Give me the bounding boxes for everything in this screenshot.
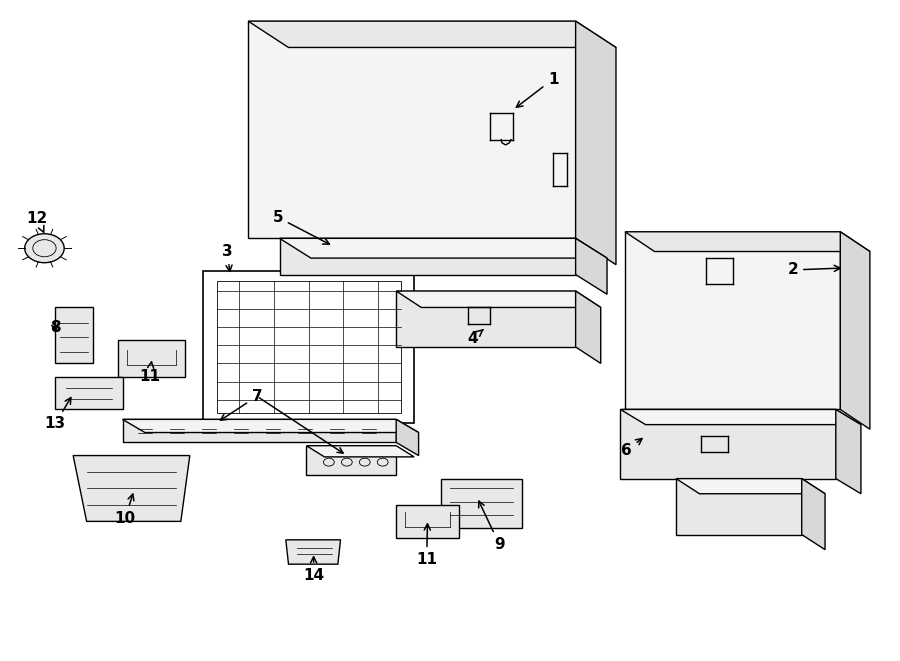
Polygon shape: [396, 505, 459, 538]
Text: 13: 13: [45, 397, 71, 432]
Polygon shape: [122, 419, 418, 432]
Polygon shape: [248, 21, 616, 48]
Polygon shape: [280, 239, 607, 258]
Polygon shape: [55, 307, 93, 364]
Polygon shape: [280, 239, 576, 274]
Polygon shape: [286, 540, 340, 564]
Text: 3: 3: [222, 244, 233, 272]
Polygon shape: [217, 281, 400, 412]
Text: 5: 5: [273, 210, 329, 244]
Polygon shape: [55, 377, 122, 409]
Text: 1: 1: [517, 71, 558, 107]
Polygon shape: [620, 409, 836, 479]
Polygon shape: [576, 239, 607, 294]
Text: 14: 14: [303, 557, 324, 583]
Polygon shape: [802, 479, 825, 550]
Polygon shape: [73, 455, 190, 522]
Text: 4: 4: [467, 330, 483, 346]
Text: 6: 6: [621, 438, 642, 458]
Polygon shape: [625, 232, 870, 252]
Polygon shape: [122, 419, 396, 442]
Polygon shape: [306, 446, 414, 457]
Polygon shape: [441, 479, 522, 528]
Text: 11: 11: [139, 362, 160, 384]
Polygon shape: [576, 21, 616, 264]
Circle shape: [24, 234, 64, 262]
Text: 2: 2: [788, 262, 841, 278]
Polygon shape: [396, 419, 418, 455]
Text: 12: 12: [27, 211, 48, 232]
Polygon shape: [620, 409, 861, 424]
Polygon shape: [836, 409, 861, 494]
Text: 7: 7: [220, 389, 263, 420]
Polygon shape: [248, 21, 576, 239]
Polygon shape: [676, 479, 825, 494]
Polygon shape: [306, 446, 396, 475]
Text: 10: 10: [114, 494, 136, 525]
Polygon shape: [841, 232, 870, 429]
Text: 11: 11: [416, 524, 437, 567]
Text: 9: 9: [479, 501, 505, 552]
Polygon shape: [625, 232, 841, 409]
Polygon shape: [576, 291, 600, 364]
Polygon shape: [676, 479, 802, 535]
Polygon shape: [118, 340, 185, 377]
Polygon shape: [396, 291, 576, 347]
Text: 8: 8: [50, 320, 60, 334]
Polygon shape: [203, 271, 414, 422]
Polygon shape: [396, 291, 600, 307]
